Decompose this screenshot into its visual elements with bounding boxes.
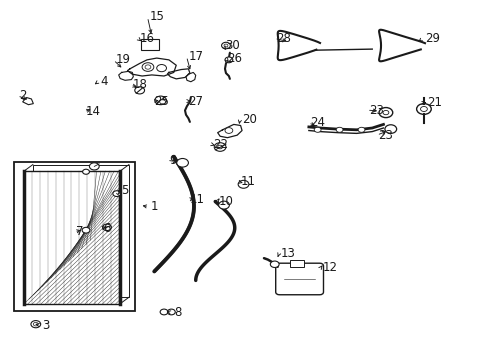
Text: 7: 7 xyxy=(76,225,83,238)
Polygon shape xyxy=(119,71,133,80)
Text: 26: 26 xyxy=(227,51,242,64)
Circle shape xyxy=(238,180,248,188)
Circle shape xyxy=(89,163,99,170)
Circle shape xyxy=(224,57,232,63)
Circle shape xyxy=(160,309,167,315)
Circle shape xyxy=(224,128,232,134)
Circle shape xyxy=(384,125,396,134)
Text: 9: 9 xyxy=(168,154,176,167)
Polygon shape xyxy=(22,98,33,105)
Circle shape xyxy=(82,169,89,174)
Circle shape xyxy=(357,127,364,132)
Text: 13: 13 xyxy=(281,247,295,260)
Text: 1: 1 xyxy=(151,201,158,213)
Polygon shape xyxy=(127,58,176,76)
Circle shape xyxy=(314,127,321,132)
Circle shape xyxy=(382,111,388,115)
Bar xyxy=(14,162,135,311)
Text: 14: 14 xyxy=(86,105,101,118)
Text: 17: 17 xyxy=(188,50,203,63)
Text: 11: 11 xyxy=(240,175,255,188)
Circle shape xyxy=(420,107,427,112)
Text: 19: 19 xyxy=(115,53,130,66)
Circle shape xyxy=(157,64,166,72)
Text: 20: 20 xyxy=(242,113,256,126)
Circle shape xyxy=(155,96,166,105)
Circle shape xyxy=(113,191,121,197)
Text: 23: 23 xyxy=(378,129,393,142)
Text: 24: 24 xyxy=(310,116,325,129)
Text: 6: 6 xyxy=(103,222,110,235)
Circle shape xyxy=(145,65,151,69)
Circle shape xyxy=(33,322,38,326)
Circle shape xyxy=(176,158,188,167)
Polygon shape xyxy=(185,72,195,82)
Circle shape xyxy=(217,145,222,149)
Polygon shape xyxy=(217,125,242,138)
Text: 15: 15 xyxy=(149,10,164,23)
Circle shape xyxy=(167,309,175,315)
Text: 10: 10 xyxy=(219,195,234,208)
Circle shape xyxy=(135,87,144,94)
Text: 8: 8 xyxy=(173,306,181,319)
Text: 11: 11 xyxy=(189,193,204,206)
Bar xyxy=(24,171,120,304)
Polygon shape xyxy=(167,69,189,79)
Circle shape xyxy=(221,42,230,49)
Text: 3: 3 xyxy=(42,319,49,332)
Text: 29: 29 xyxy=(424,32,439,45)
Text: 5: 5 xyxy=(122,184,129,197)
Circle shape xyxy=(218,201,229,209)
Circle shape xyxy=(416,104,430,114)
Circle shape xyxy=(335,127,342,132)
Text: 27: 27 xyxy=(188,95,203,108)
Circle shape xyxy=(31,320,41,328)
Circle shape xyxy=(142,63,154,71)
Bar xyxy=(141,39,159,50)
Text: 18: 18 xyxy=(132,78,147,91)
Circle shape xyxy=(214,143,225,151)
Circle shape xyxy=(102,224,111,230)
Circle shape xyxy=(270,261,279,267)
Text: 25: 25 xyxy=(154,95,169,108)
Circle shape xyxy=(224,44,227,47)
FancyBboxPatch shape xyxy=(275,263,323,295)
Bar xyxy=(290,260,304,267)
Text: 22: 22 xyxy=(212,138,227,150)
Text: 28: 28 xyxy=(276,32,290,45)
Circle shape xyxy=(378,108,392,118)
Text: 2: 2 xyxy=(19,89,27,102)
Text: 12: 12 xyxy=(322,261,337,274)
Polygon shape xyxy=(33,165,129,297)
Circle shape xyxy=(159,100,165,104)
Circle shape xyxy=(82,227,90,233)
Text: 23: 23 xyxy=(368,104,383,117)
Text: 4: 4 xyxy=(101,75,108,88)
Text: 21: 21 xyxy=(427,96,442,109)
Text: 16: 16 xyxy=(140,32,154,45)
Text: 30: 30 xyxy=(224,39,239,52)
